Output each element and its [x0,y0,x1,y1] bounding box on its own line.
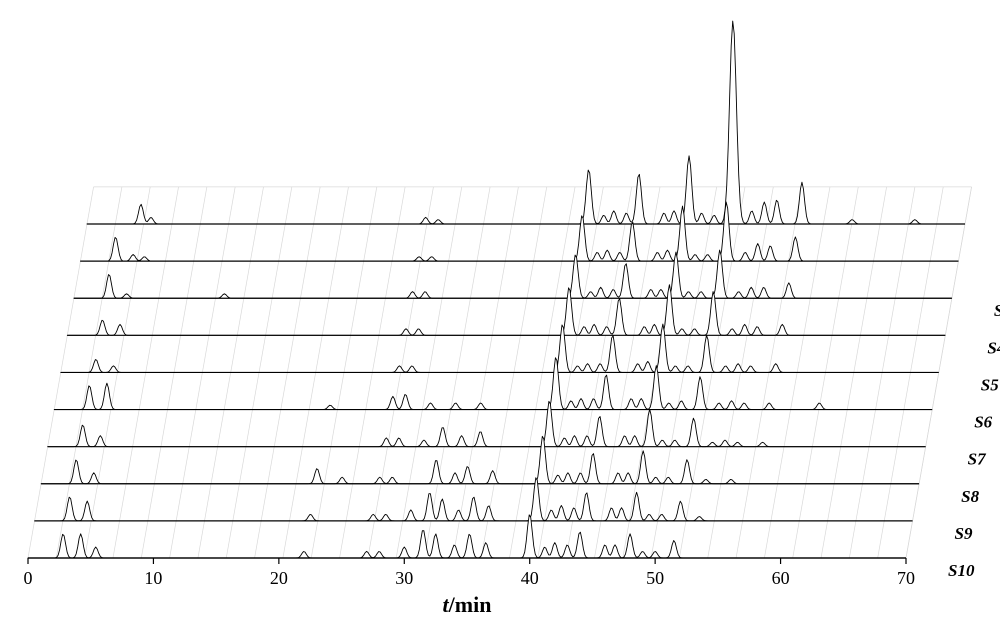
series-label: S5 [981,375,999,394]
x-tick-label: 40 [521,568,539,588]
x-axis-label: t/min [443,592,492,617]
x-tick-label: 60 [772,568,790,588]
x-tick-label: 30 [395,568,413,588]
series-label: S6 [974,413,992,432]
x-tick-label: 50 [646,568,664,588]
x-tick-label: 70 [897,568,915,588]
series-label: S7 [968,450,987,469]
series-label: S9 [955,524,973,543]
x-tick-label: 20 [270,568,288,588]
chromatogram-stack: S1S2S3S4S5S6S7S8S9S10010203040506070t/mi… [0,0,1000,641]
x-tick-label: 10 [144,568,162,588]
series-label: S3 [994,301,1000,320]
series-label: S4 [987,338,1000,357]
x-tick-label: 0 [24,568,33,588]
series-label: S10 [948,561,975,580]
series-label: S8 [961,487,979,506]
